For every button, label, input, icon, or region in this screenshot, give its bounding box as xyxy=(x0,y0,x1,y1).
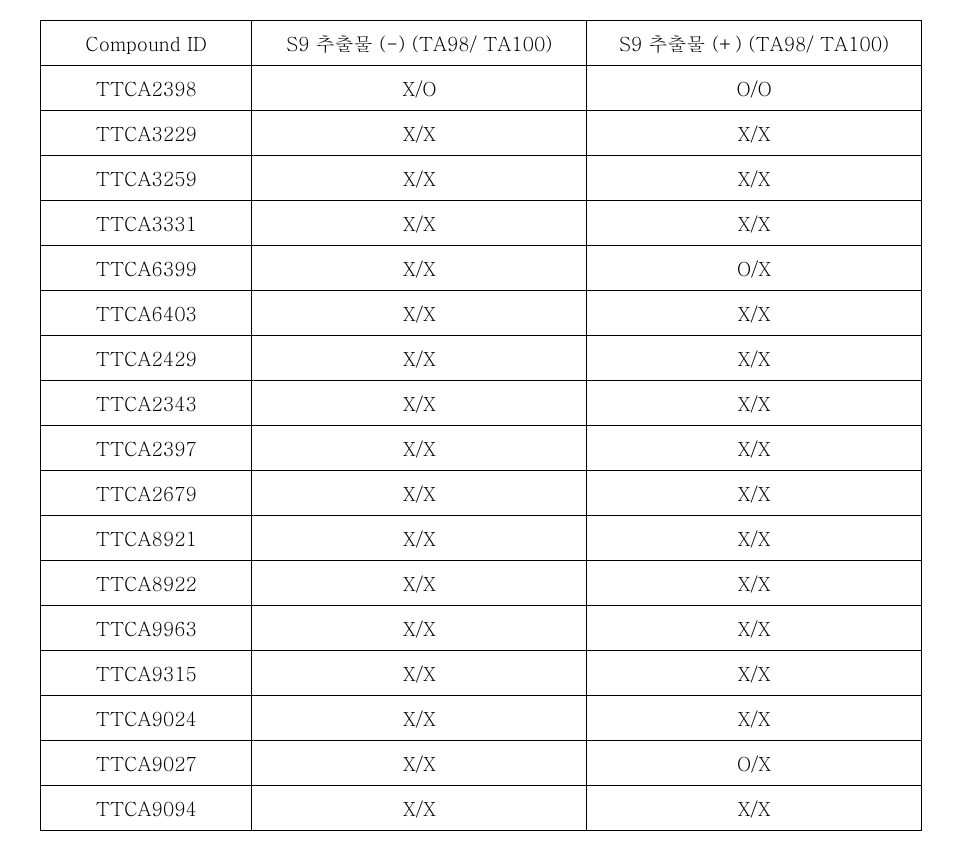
cell-compound-id: TTCA2343 xyxy=(41,381,252,426)
table-row: TTCA9027 X/X O/X xyxy=(41,741,922,786)
cell-s9-plus: O/X xyxy=(587,246,922,291)
cell-s9-minus: X/X xyxy=(252,471,587,516)
table-row: TTCA6399 X/X O/X xyxy=(41,246,922,291)
cell-compound-id: TTCA3229 xyxy=(41,111,252,156)
cell-compound-id: TTCA2398 xyxy=(41,66,252,111)
cell-s9-plus: X/X xyxy=(587,201,922,246)
cell-compound-id: TTCA6399 xyxy=(41,246,252,291)
cell-s9-minus: X/X xyxy=(252,156,587,201)
cell-compound-id: TTCA9963 xyxy=(41,606,252,651)
cell-s9-plus: X/X xyxy=(587,426,922,471)
cell-s9-plus: X/X xyxy=(587,561,922,606)
table-row: TTCA9024 X/X X/X xyxy=(41,696,922,741)
cell-s9-minus: X/X xyxy=(252,426,587,471)
table-row: TTCA3331 X/X X/X xyxy=(41,201,922,246)
cell-s9-plus: X/X xyxy=(587,471,922,516)
table-row: TTCA2429 X/X X/X xyxy=(41,336,922,381)
cell-compound-id: TTCA6403 xyxy=(41,291,252,336)
cell-s9-plus: X/X xyxy=(587,111,922,156)
cell-s9-plus: X/X xyxy=(587,651,922,696)
table-row: TTCA2343 X/X X/X xyxy=(41,381,922,426)
cell-s9-minus: X/X xyxy=(252,606,587,651)
col-header-s9-plus: S9 추출물 (+) (TA98/ TA100) xyxy=(587,21,922,66)
table-row: TTCA9315 X/X X/X xyxy=(41,651,922,696)
cell-s9-minus: X/X xyxy=(252,381,587,426)
cell-compound-id: TTCA8922 xyxy=(41,561,252,606)
cell-s9-minus: X/X xyxy=(252,516,587,561)
table-row: TTCA3229 X/X X/X xyxy=(41,111,922,156)
cell-compound-id: TTCA9315 xyxy=(41,651,252,696)
cell-compound-id: TTCA2397 xyxy=(41,426,252,471)
cell-s9-minus: X/X xyxy=(252,696,587,741)
cell-s9-minus: X/X xyxy=(252,201,587,246)
cell-compound-id: TTCA9027 xyxy=(41,741,252,786)
table-row: TTCA6403 X/X X/X xyxy=(41,291,922,336)
col-header-s9-minus: S9 추출물 (-) (TA98/ TA100) xyxy=(252,21,587,66)
cell-s9-plus: X/X xyxy=(587,336,922,381)
table-row: TTCA3259 X/X X/X xyxy=(41,156,922,201)
table-row: TTCA2679 X/X X/X xyxy=(41,471,922,516)
cell-s9-minus: X/X xyxy=(252,111,587,156)
data-table: Compound ID S9 추출물 (-) (TA98/ TA100) S9 … xyxy=(40,20,922,831)
cell-s9-minus: X/X xyxy=(252,741,587,786)
cell-s9-minus: X/X xyxy=(252,246,587,291)
table-row: TTCA2398 X/O O/O xyxy=(41,66,922,111)
cell-s9-plus: X/X xyxy=(587,606,922,651)
cell-s9-plus: X/X xyxy=(587,786,922,831)
cell-compound-id: TTCA2679 xyxy=(41,471,252,516)
cell-compound-id: TTCA2429 xyxy=(41,336,252,381)
table-row: TTCA8921 X/X X/X xyxy=(41,516,922,561)
cell-compound-id: TTCA9024 xyxy=(41,696,252,741)
table-row: TTCA9963 X/X X/X xyxy=(41,606,922,651)
cell-s9-plus: X/X xyxy=(587,291,922,336)
cell-compound-id: TTCA8921 xyxy=(41,516,252,561)
cell-s9-plus: X/X xyxy=(587,696,922,741)
table-header-row: Compound ID S9 추출물 (-) (TA98/ TA100) S9 … xyxy=(41,21,922,66)
table-row: TTCA8922 X/X X/X xyxy=(41,561,922,606)
cell-s9-plus: X/X xyxy=(587,516,922,561)
table-row: TTCA2397 X/X X/X xyxy=(41,426,922,471)
cell-s9-minus: X/X xyxy=(252,336,587,381)
cell-s9-minus: X/X xyxy=(252,561,587,606)
cell-compound-id: TTCA9094 xyxy=(41,786,252,831)
cell-compound-id: TTCA3331 xyxy=(41,201,252,246)
cell-compound-id: TTCA3259 xyxy=(41,156,252,201)
table-row: TTCA9094 X/X X/X xyxy=(41,786,922,831)
cell-s9-plus: O/O xyxy=(587,66,922,111)
cell-s9-minus: X/X xyxy=(252,651,587,696)
cell-s9-minus: X/X xyxy=(252,786,587,831)
cell-s9-minus: X/O xyxy=(252,66,587,111)
cell-s9-plus: X/X xyxy=(587,156,922,201)
col-header-compound-id: Compound ID xyxy=(41,21,252,66)
cell-s9-minus: X/X xyxy=(252,291,587,336)
cell-s9-plus: O/X xyxy=(587,741,922,786)
cell-s9-plus: X/X xyxy=(587,381,922,426)
